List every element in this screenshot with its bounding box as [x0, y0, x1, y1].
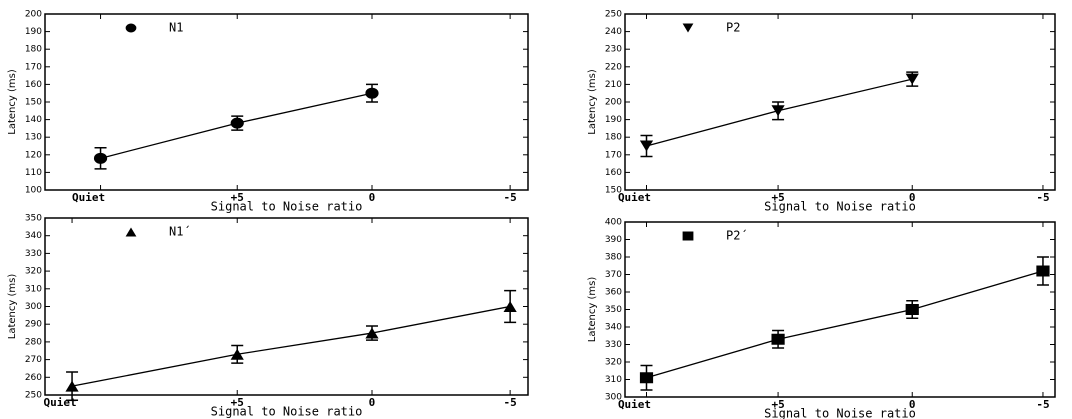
y-tick-label: 110 — [25, 168, 42, 178]
y-tick-label: 300 — [25, 302, 42, 312]
y-tick-label: 260 — [25, 373, 42, 383]
legend-label: N1 — [169, 21, 183, 35]
x-tick-label: Quiet — [618, 191, 651, 204]
y-tick-label: 340 — [25, 231, 42, 241]
y-tick-label: 270 — [25, 355, 42, 365]
y-axis-label: Latency (ms) — [587, 277, 598, 343]
x-tick-label: 0 — [369, 396, 376, 409]
marker — [125, 227, 137, 237]
marker — [639, 372, 654, 384]
y-tick-label: 380 — [605, 253, 622, 263]
plot-frame — [44, 217, 529, 396]
x-tick-label: 0 — [369, 191, 376, 204]
y-tick-label: 190 — [605, 115, 622, 125]
x-axis-label: Signal to Noise ratio — [764, 200, 916, 214]
y-tick-label: 220 — [605, 62, 622, 72]
y-tick-label: 320 — [25, 267, 42, 277]
y-tick-label: 320 — [605, 358, 622, 368]
marker — [230, 117, 244, 129]
x-tick-label: -5 — [504, 191, 517, 204]
y-axis-label: Latency (ms) — [7, 274, 18, 340]
x-tick-label: +5 — [771, 191, 784, 204]
marker — [125, 23, 137, 33]
x-tick-label: Quiet — [43, 396, 76, 409]
legend-label: P2 — [726, 21, 740, 35]
marker — [230, 348, 244, 360]
y-tick-label: 340 — [605, 323, 622, 333]
y-tick-label: 390 — [605, 235, 622, 245]
y-tick-label: 140 — [25, 115, 42, 125]
y-tick-label: 300 — [605, 393, 622, 403]
y-tick-label: 160 — [25, 80, 42, 90]
legend-label: P2´ — [726, 229, 748, 243]
y-tick-label: 100 — [25, 186, 42, 196]
marker — [905, 304, 919, 315]
y-tick-label: 330 — [605, 340, 622, 350]
marker — [771, 105, 785, 117]
marker — [905, 73, 919, 85]
y-tick-label: 230 — [605, 45, 622, 55]
y-tick-label: 170 — [605, 150, 622, 160]
x-tick-label: Quiet — [618, 398, 651, 411]
marker — [93, 152, 108, 164]
x-tick-label: 0 — [909, 398, 916, 411]
x-tick-label: -5 — [504, 396, 517, 409]
marker — [365, 327, 379, 339]
y-tick-label: 350 — [25, 214, 42, 224]
y-tick-label: 310 — [25, 284, 42, 294]
y-axis-label: Latency (ms) — [587, 69, 598, 135]
y-tick-label: 200 — [25, 10, 42, 20]
marker — [1036, 265, 1050, 277]
marker — [365, 87, 379, 99]
y-tick-label: 240 — [605, 27, 622, 37]
y-tick-label: 250 — [605, 10, 622, 20]
y-tick-label: 250 — [25, 391, 42, 401]
y-tick-label: 150 — [605, 186, 622, 196]
x-axis-label: Signal to Noise ratio — [764, 407, 916, 419]
series-line — [646, 270, 1044, 379]
plot-frame — [624, 13, 1056, 191]
legend-label: N1´ — [169, 225, 191, 239]
marker — [639, 140, 654, 152]
y-tick-label: 280 — [25, 337, 42, 347]
x-axis-label: Signal to Noise ratio — [211, 405, 363, 419]
marker — [65, 380, 79, 392]
x-tick-label: -5 — [1036, 191, 1049, 204]
y-tick-label: 210 — [605, 80, 622, 90]
marker — [682, 231, 694, 241]
x-tick-label: +5 — [231, 396, 244, 409]
y-tick-label: 350 — [605, 305, 622, 315]
x-axis-label: Signal to Noise ratio — [211, 200, 363, 214]
marker — [771, 333, 785, 345]
y-tick-label: 180 — [605, 133, 622, 143]
y-tick-label: 200 — [605, 98, 622, 108]
plot-frame — [624, 221, 1056, 398]
x-tick-label: -5 — [1036, 398, 1049, 411]
x-tick-label: +5 — [231, 191, 244, 204]
y-tick-label: 180 — [25, 45, 42, 55]
y-tick-label: 170 — [25, 62, 42, 72]
y-tick-label: 150 — [25, 98, 42, 108]
series-line — [71, 305, 511, 387]
x-tick-label: Quiet — [72, 191, 105, 204]
y-tick-label: 330 — [25, 249, 42, 259]
y-axis-label: Latency (ms) — [7, 69, 18, 135]
y-tick-label: 400 — [605, 218, 622, 228]
x-tick-label: 0 — [909, 191, 916, 204]
marker — [503, 301, 517, 312]
y-tick-label: 190 — [25, 27, 42, 37]
marker — [682, 23, 694, 33]
y-tick-label: 310 — [605, 375, 622, 385]
plot-frame — [44, 13, 529, 191]
y-tick-label: 120 — [25, 150, 42, 160]
x-tick-label: +5 — [771, 398, 784, 411]
y-tick-label: 370 — [605, 270, 622, 280]
y-tick-label: 360 — [605, 288, 622, 298]
y-tick-label: 160 — [605, 168, 622, 178]
y-tick-label: 130 — [25, 133, 42, 143]
y-tick-label: 290 — [25, 320, 42, 330]
